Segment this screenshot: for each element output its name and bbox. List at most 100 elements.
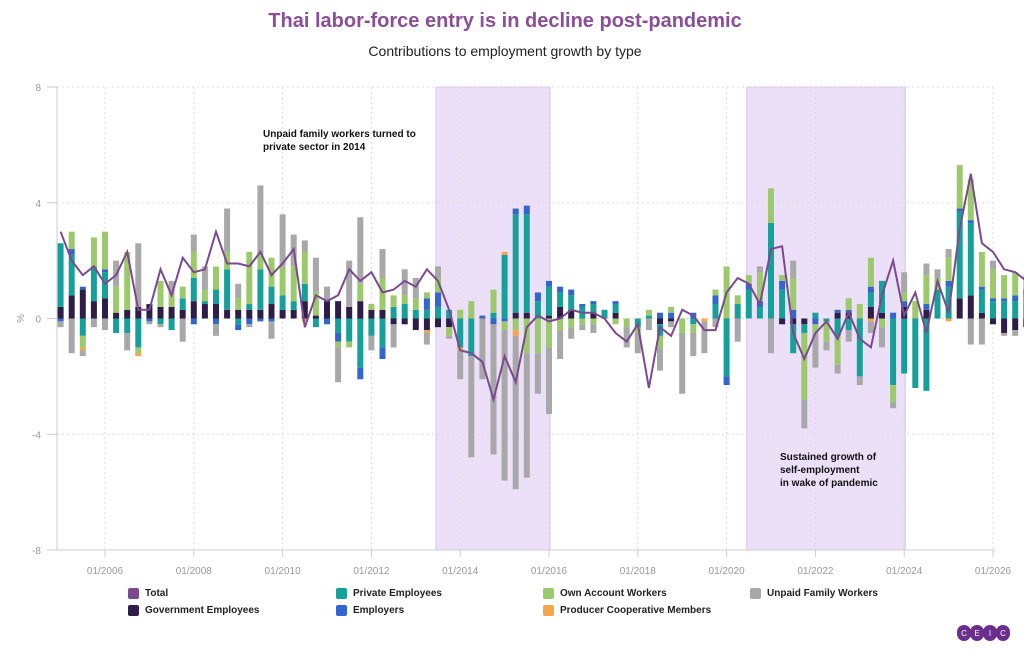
bar-segment-unpaid-family-workers <box>102 318 108 331</box>
bar-segment-own-account-workers <box>590 318 597 325</box>
bar-segment-unpaid-family-workers <box>324 286 330 302</box>
bar-segment-own-account-workers <box>79 335 86 348</box>
chart-title: Thai labor-force entry is in decline pos… <box>268 10 742 32</box>
bar-segment-private-employees <box>113 318 120 333</box>
bar-segment-private-employees <box>102 272 108 299</box>
bar-segment-government-employees <box>446 318 453 328</box>
bar-segment-government-employees <box>390 318 397 325</box>
bar-segment-employers <box>146 318 153 322</box>
bar-segment-unpaid-family-workers <box>457 350 464 380</box>
bar-segment-own-account-workers <box>568 318 575 328</box>
bar-segment-own-account-workers <box>945 257 952 281</box>
bar-segment-unpaid-family-workers <box>401 269 408 296</box>
bar-segment-own-account-workers <box>1001 275 1008 299</box>
bar-segment-own-account-workers <box>335 341 342 348</box>
bar-segment-government-employees <box>379 309 386 319</box>
bar-segment-own-account-workers <box>401 295 408 305</box>
y-tick-label: -4 <box>32 430 41 441</box>
bar-segment-government-employees <box>967 295 974 319</box>
logo-letter: E <box>970 625 984 641</box>
bar-segment-government-employees <box>834 312 841 319</box>
bar-segment-private-employees <box>90 266 97 302</box>
bar-segment-unpaid-family-workers <box>268 321 275 339</box>
bar-segment-government-employees <box>612 312 619 319</box>
bar-segment-unpaid-family-workers <box>257 185 264 255</box>
bar-segment-private-employees <box>390 306 397 319</box>
x-tick-label: 01/2020 <box>709 566 746 577</box>
bar-segment-private-employees <box>856 318 863 377</box>
bar-segment-own-account-workers <box>501 321 508 331</box>
bar-segment-employers <box>357 367 364 380</box>
bar-segment-private-employees <box>435 306 441 319</box>
bar-segment-own-account-workers <box>412 298 419 310</box>
bar-segment-own-account-workers <box>201 289 208 302</box>
bar-segment-unpaid-family-workers <box>845 330 852 342</box>
bar-segment-producer-cooperative-members <box>79 347 86 351</box>
bar-segment-unpaid-family-workers <box>879 327 885 348</box>
bar-segment-own-account-workers <box>756 272 763 302</box>
bar-segment-private-employees <box>179 298 186 310</box>
bar-segment-own-account-workers <box>812 324 819 333</box>
bar-segment-employers <box>923 304 930 310</box>
bar-segment-own-account-workers <box>390 295 397 307</box>
bar-segment-private-employees <box>235 318 242 325</box>
bar-segment-employers <box>423 298 430 310</box>
bar-segment-unpaid-family-workers <box>1001 332 1008 336</box>
bar-segment-government-employees <box>423 318 430 331</box>
legend-item-total[interactable]: Total <box>128 588 168 599</box>
legend-item-own-account-workers[interactable]: Own Account Workers <box>543 588 667 599</box>
bar-segment-unpaid-family-workers <box>645 318 652 331</box>
bar-segment-unpaid-family-workers <box>679 332 686 394</box>
bar-segment-unpaid-family-workers <box>712 318 719 328</box>
bar-segment-unpaid-family-workers <box>235 283 242 299</box>
bar-segment-private-employees <box>546 286 552 316</box>
legend-item-producer-cooperative-members[interactable]: Producer Cooperative Members <box>543 605 711 616</box>
bar-segment-own-account-workers <box>368 304 375 310</box>
bar-segment-employers <box>57 318 64 322</box>
bar-segment-unpaid-family-workers <box>190 234 197 252</box>
bar-segment-private-employees <box>512 214 519 313</box>
bar-segment-employers <box>590 301 597 305</box>
bar-segment-employers <box>534 292 541 302</box>
legend-item-government-employees[interactable]: Government Employees <box>128 605 259 616</box>
bar-segment-private-employees <box>468 318 475 357</box>
bar-segment-government-employees <box>113 312 120 319</box>
bar-segment-employers <box>568 289 575 296</box>
bar-segment-own-account-workers <box>124 251 131 310</box>
bar-segment-government-employees <box>335 301 342 319</box>
bar-segment-own-account-workers <box>923 275 930 305</box>
bar-segment-private-employees <box>213 289 219 305</box>
legend-item-private-employees[interactable]: Private Employees <box>336 588 442 599</box>
bar-segment-own-account-workers <box>135 347 142 354</box>
bar-segment-private-employees <box>867 292 874 307</box>
bar-segment-private-employees <box>967 223 974 296</box>
bar-segment-employers <box>945 280 952 287</box>
bar-segment-employers <box>901 301 908 307</box>
bar-segment-own-account-workers <box>523 318 530 354</box>
bar-segment-employers <box>557 286 564 293</box>
bar-segment-unpaid-family-workers <box>490 324 497 455</box>
legend-item-unpaid-family-workers[interactable]: Unpaid Family Workers <box>750 588 878 599</box>
bar-segment-own-account-workers <box>801 332 808 400</box>
bar-segment-private-employees <box>534 301 541 319</box>
bar-segment-own-account-workers <box>856 304 863 319</box>
bar-segment-private-employees <box>801 324 808 333</box>
bar-segment-own-account-workers <box>90 237 97 267</box>
bar-segment-unpaid-family-workers <box>901 272 908 293</box>
bar-segment-own-account-workers <box>213 266 219 290</box>
x-tick-label: 01/2008 <box>176 566 213 577</box>
bar-segment-government-employees <box>157 306 164 319</box>
y-tick-label: 4 <box>35 199 41 210</box>
bar-segment-unpaid-family-workers <box>856 376 863 386</box>
bar-segment-own-account-workers <box>823 321 830 342</box>
bar-segment-unpaid-family-workers <box>213 324 219 336</box>
bar-segment-unpaid-family-workers <box>168 280 175 293</box>
bar-segment-government-employees <box>990 318 996 325</box>
bar-segment-own-account-workers <box>423 292 430 299</box>
bar-segment-unpaid-family-workers <box>79 350 86 357</box>
bar-segment-own-account-workers <box>690 324 697 333</box>
bar-segment-unpaid-family-workers <box>390 324 397 348</box>
bar-segment-employers <box>501 318 508 322</box>
legend-item-employers[interactable]: Employers <box>336 605 404 616</box>
bar-segment-own-account-workers <box>168 292 175 307</box>
